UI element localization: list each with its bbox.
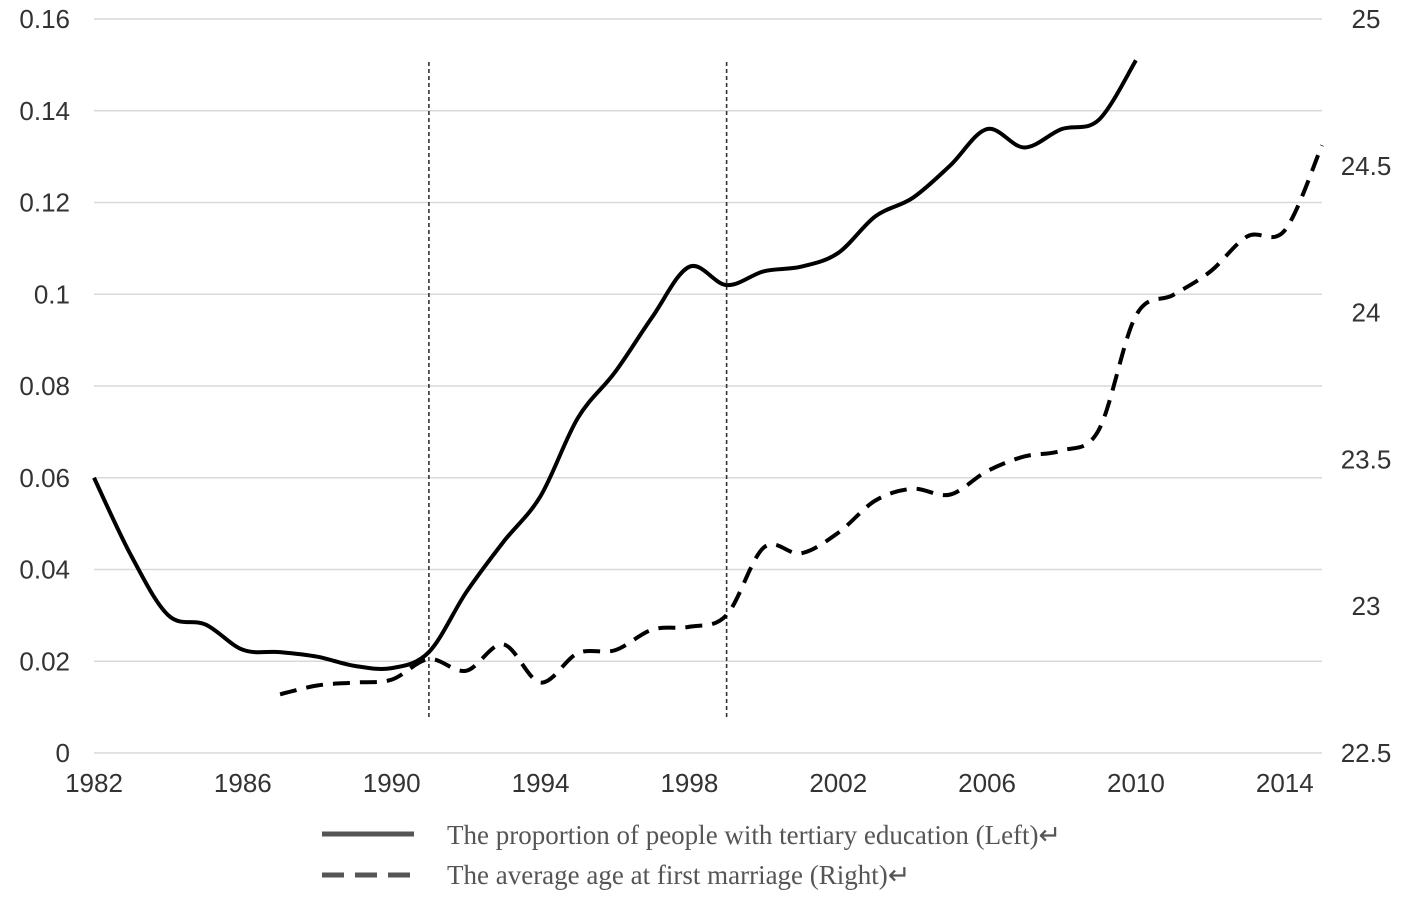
series-line-first-marriage-age bbox=[279, 144, 1324, 697]
left-axis-tick-label: 0.1 bbox=[34, 279, 70, 309]
data-point-first-marriage-age bbox=[762, 545, 766, 549]
data-point-tertiary-education bbox=[985, 127, 989, 131]
data-point-tertiary-education bbox=[352, 664, 356, 668]
data-point-tertiary-education bbox=[129, 554, 133, 558]
data-point-tertiary-education bbox=[911, 196, 915, 200]
data-point-first-marriage-age bbox=[1171, 293, 1175, 297]
data-point-first-marriage-age bbox=[1283, 228, 1287, 232]
right-axis-tick-label: 25 bbox=[1352, 4, 1381, 34]
right-axis-tick-label: 22.5 bbox=[1341, 738, 1392, 768]
x-axis-tick-label: 1994 bbox=[512, 768, 570, 798]
data-point-tertiary-education bbox=[1134, 58, 1138, 62]
x-axis-tick-label: 1998 bbox=[660, 768, 718, 798]
data-point-first-marriage-age bbox=[464, 669, 468, 673]
data-point-tertiary-education bbox=[799, 265, 803, 269]
data-point-first-marriage-age bbox=[687, 625, 691, 629]
x-axis-tick-label: 2002 bbox=[809, 768, 867, 798]
left-axis-tick-label: 0.14 bbox=[19, 96, 70, 126]
data-point-first-marriage-age bbox=[836, 531, 840, 535]
data-point-tertiary-education bbox=[687, 265, 691, 269]
left-axis-tick-label: 0.08 bbox=[19, 371, 70, 401]
data-point-first-marriage-age bbox=[501, 642, 505, 646]
series-lines bbox=[92, 58, 1324, 697]
data-point-first-marriage-age bbox=[352, 681, 356, 685]
right-axis-tick-label: 24.5 bbox=[1341, 151, 1392, 181]
data-point-tertiary-education bbox=[278, 650, 282, 654]
left-axis-tick-label: 0.02 bbox=[19, 646, 70, 676]
series-line-tertiary-education bbox=[92, 59, 1138, 672]
data-point-tertiary-education bbox=[948, 164, 952, 168]
left-axis-tick-label: 0.04 bbox=[19, 555, 70, 585]
left-axis-ticks: 0 0.02 0.04 0.06 0.08 0.1 0.12 0.14 0.16 bbox=[19, 4, 70, 768]
data-point-first-marriage-age bbox=[873, 499, 877, 503]
data-point-tertiary-education bbox=[1022, 145, 1026, 149]
data-point-first-marriage-age bbox=[985, 469, 989, 473]
gridlines bbox=[94, 18, 1322, 754]
data-point-first-marriage-age bbox=[1320, 143, 1324, 147]
data-point-tertiary-education bbox=[464, 590, 468, 594]
reference-lines bbox=[428, 62, 728, 718]
x-axis-ticks: 1982 1986 1990 1994 1998 2002 2006 2010 2014 bbox=[65, 768, 1314, 798]
x-axis-tick-label: 2014 bbox=[1256, 768, 1314, 798]
data-point-tertiary-education bbox=[576, 416, 580, 420]
data-point-first-marriage-age bbox=[1022, 454, 1026, 458]
data-point-first-marriage-age bbox=[390, 678, 394, 682]
right-axis-ticks: 22.5 23 23.5 24 24.5 25 bbox=[1341, 4, 1392, 768]
data-point-first-marriage-age bbox=[1208, 269, 1212, 273]
data-point-tertiary-education bbox=[873, 214, 877, 218]
data-point-tertiary-education bbox=[241, 648, 245, 652]
left-axis-tick-label: 0.12 bbox=[19, 188, 70, 218]
data-point-first-marriage-age bbox=[613, 648, 617, 652]
data-point-first-marriage-age bbox=[1134, 314, 1138, 318]
data-point-first-marriage-age bbox=[1246, 234, 1250, 238]
x-axis-tick-label: 2010 bbox=[1107, 768, 1165, 798]
x-axis-tick-label: 2006 bbox=[958, 768, 1016, 798]
left-axis-tick-label: 0.06 bbox=[19, 463, 70, 493]
data-point-first-marriage-age bbox=[1060, 449, 1064, 453]
right-axis-tick-label: 24 bbox=[1352, 298, 1381, 328]
x-axis-tick-label: 1990 bbox=[363, 768, 421, 798]
data-point-first-marriage-age bbox=[1097, 428, 1101, 432]
data-point-tertiary-education bbox=[762, 269, 766, 273]
data-point-tertiary-education bbox=[650, 315, 654, 319]
data-point-first-marriage-age bbox=[911, 487, 915, 491]
data-point-tertiary-education bbox=[501, 540, 505, 544]
data-point-first-marriage-age bbox=[576, 651, 580, 655]
data-point-tertiary-education bbox=[613, 370, 617, 374]
data-point-tertiary-education bbox=[92, 476, 96, 480]
left-axis-tick-label: 0.16 bbox=[19, 4, 70, 34]
data-point-first-marriage-age bbox=[650, 628, 654, 632]
data-point-tertiary-education bbox=[315, 655, 319, 659]
right-axis-tick-label: 23.5 bbox=[1341, 444, 1392, 474]
left-axis-tick-label: 0 bbox=[56, 738, 70, 768]
legend-label-tertiary-education: The proportion of people with tertiary e… bbox=[447, 820, 1061, 850]
x-axis-tick-label: 1986 bbox=[214, 768, 272, 798]
data-point-first-marriage-age bbox=[725, 613, 729, 617]
data-point-tertiary-education bbox=[204, 623, 208, 627]
data-point-tertiary-education bbox=[166, 613, 170, 617]
legend-label-first-marriage-age: The average age at first marriage (Right… bbox=[447, 860, 910, 890]
data-point-tertiary-education bbox=[836, 251, 840, 255]
data-point-first-marriage-age bbox=[799, 551, 803, 555]
data-point-first-marriage-age bbox=[427, 657, 431, 661]
data-point-first-marriage-age bbox=[948, 493, 952, 497]
data-point-tertiary-education bbox=[390, 666, 394, 670]
legend: The proportion of people with tertiary e… bbox=[322, 820, 1061, 890]
right-axis-tick-label: 23 bbox=[1352, 591, 1381, 621]
data-point-tertiary-education bbox=[539, 494, 543, 498]
data-point-first-marriage-age bbox=[539, 681, 543, 685]
data-point-tertiary-education bbox=[1060, 127, 1064, 131]
data-point-first-marriage-age bbox=[278, 692, 282, 696]
data-point-first-marriage-age bbox=[315, 683, 319, 687]
data-point-tertiary-education bbox=[725, 283, 729, 287]
data-point-tertiary-education bbox=[1097, 118, 1101, 122]
data-point-tertiary-education bbox=[427, 650, 431, 654]
x-axis-tick-label: 1982 bbox=[65, 768, 123, 798]
